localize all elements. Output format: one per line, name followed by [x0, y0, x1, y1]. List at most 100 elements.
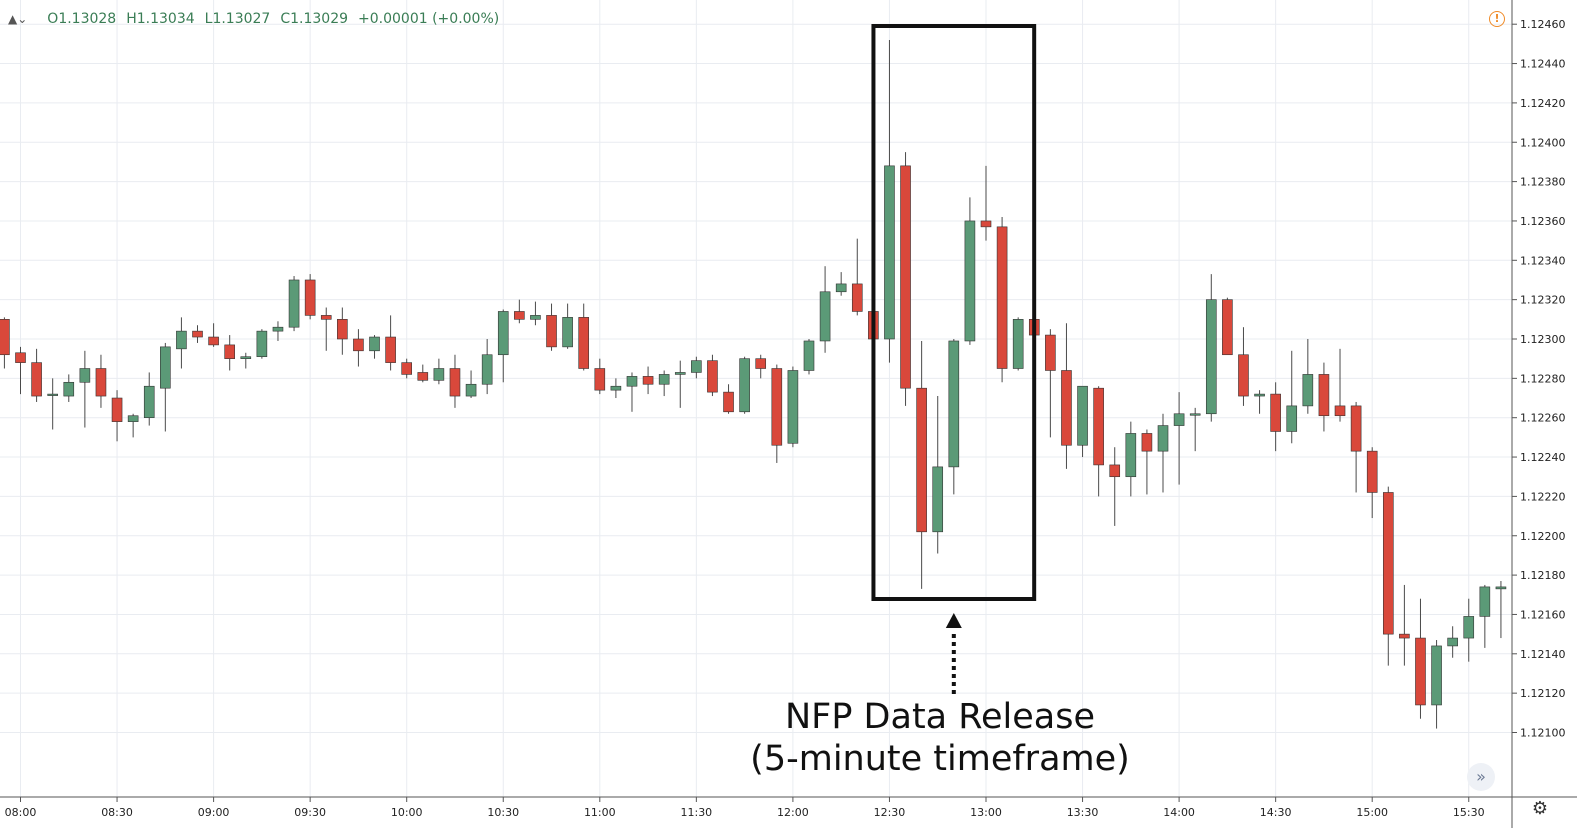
annotation-line-1: NFP Data Release: [785, 697, 1095, 737]
candle-bearish: [0, 319, 10, 356]
candle-bullish: [932, 466, 944, 533]
y-tick-label: 1.12360: [1520, 215, 1566, 228]
candle-bearish: [1109, 464, 1121, 478]
candle-bullish: [739, 358, 750, 413]
candle-bearish: [337, 319, 348, 340]
y-tick-label: 1.12220: [1520, 490, 1566, 503]
y-tick-label: 1.12280: [1520, 372, 1566, 385]
y-tick-label: 1.12340: [1520, 254, 1566, 267]
candle-bearish: [385, 336, 396, 363]
candle-bearish: [417, 372, 429, 381]
candle-bullish: [884, 165, 895, 340]
candle-bullish: [1495, 586, 1507, 590]
ohlc-open: O1.13028: [47, 11, 117, 27]
candle-bullish: [272, 326, 284, 332]
candle-bullish: [1012, 319, 1024, 369]
candle-bullish: [1479, 586, 1491, 617]
double-chevron-right-icon[interactable]: »: [1467, 763, 1495, 791]
candle-bearish: [208, 336, 219, 346]
candle-bullish: [1189, 413, 1201, 416]
candle-bearish: [1238, 354, 1249, 397]
x-tick-label: 10:00: [391, 806, 423, 819]
y-tick-label: 1.12300: [1520, 333, 1566, 346]
ohlc-close: C1.13029: [280, 11, 349, 27]
candle-bearish: [900, 165, 911, 389]
candle-bullish: [530, 315, 541, 320]
candle-bearish: [320, 315, 332, 320]
y-tick-label: 1.12460: [1520, 18, 1566, 31]
candle-bullish: [1157, 425, 1169, 452]
y-tick-label: 1.12400: [1520, 136, 1566, 149]
candle-bearish: [996, 226, 1008, 369]
x-tick-label: 13:30: [1067, 806, 1099, 819]
candle-bearish: [594, 368, 606, 391]
candle-bullish: [288, 279, 300, 328]
candle-bearish: [224, 344, 235, 359]
symbol-chevron-icon[interactable]: ▲⌄: [8, 12, 28, 26]
candle-bearish: [95, 368, 107, 397]
candle-bullish: [691, 360, 702, 373]
x-tick-label: 10:30: [487, 806, 519, 819]
candle-bullish: [369, 336, 380, 352]
candle-bearish: [1415, 637, 1426, 706]
candle-bullish: [674, 372, 686, 375]
y-tick-label: 1.12160: [1520, 608, 1566, 621]
candle-bullish: [819, 291, 831, 342]
candle-bullish: [562, 317, 573, 348]
x-tick-label: 15:30: [1453, 806, 1485, 819]
candle-bullish: [787, 370, 799, 444]
candle-bearish: [642, 376, 654, 385]
ohlc-low: L1.13027: [204, 11, 271, 27]
candle-bearish: [1270, 393, 1281, 432]
x-tick-label: 12:30: [874, 806, 906, 819]
candle-bullish: [1447, 637, 1458, 647]
candle-bullish: [964, 220, 976, 342]
y-tick-label: 1.12260: [1520, 412, 1566, 425]
warning-icon[interactable]: !: [1489, 11, 1505, 27]
candle-bearish: [1399, 633, 1410, 639]
candle-bullish: [1077, 385, 1088, 446]
x-tick-label: 14:00: [1163, 806, 1195, 819]
candle-bearish: [578, 317, 590, 369]
candle-bearish: [1334, 405, 1346, 417]
y-tick-label: 1.12100: [1520, 727, 1566, 740]
nfp-highlight-box: [871, 24, 1037, 601]
annotation-line-2: (5-minute timeframe): [750, 739, 1130, 779]
candle-bearish: [1045, 334, 1056, 371]
candle-bearish: [1366, 450, 1378, 493]
candle-bullish: [127, 415, 139, 422]
candle-bearish: [707, 360, 718, 393]
x-tick-label: 14:30: [1260, 806, 1292, 819]
annotation-arrow-head: [945, 613, 962, 628]
candle-bullish: [803, 340, 815, 371]
candle-bearish: [1318, 374, 1330, 417]
candle-bullish: [948, 340, 960, 468]
x-tick-label: 11:00: [584, 806, 616, 819]
candle-bearish: [980, 220, 992, 228]
candle-bullish: [1431, 645, 1442, 706]
candle-bullish: [481, 354, 493, 385]
ohlc-legend: ▲⌄ O1.13028 H1.13034 L1.13027 C1.13029 +…: [8, 8, 499, 30]
candle-bearish: [304, 279, 316, 316]
y-tick-label: 1.12180: [1520, 569, 1566, 582]
candle-bearish: [1093, 387, 1104, 466]
y-tick-label: 1.12200: [1520, 530, 1566, 543]
candle-bullish: [1205, 299, 1217, 415]
nfp-annotation: NFP Data Release (5-minute timeframe): [700, 696, 1180, 780]
candle-bullish: [465, 383, 477, 397]
candle-bullish: [433, 368, 445, 381]
candle-bearish: [192, 330, 203, 338]
candle-bullish: [240, 356, 252, 359]
candle-bearish: [1350, 405, 1362, 452]
y-tick-label: 1.12140: [1520, 648, 1566, 661]
candle-bearish: [851, 283, 863, 312]
candle-bearish: [401, 362, 413, 375]
candle-bullish: [143, 385, 155, 419]
gear-icon[interactable]: ⚙: [1531, 798, 1549, 819]
candle-bearish: [771, 368, 783, 446]
candle-bearish: [15, 352, 26, 363]
y-tick-label: 1.12240: [1520, 451, 1566, 464]
candle-bearish: [1141, 433, 1153, 452]
candle-bullish: [835, 283, 847, 293]
